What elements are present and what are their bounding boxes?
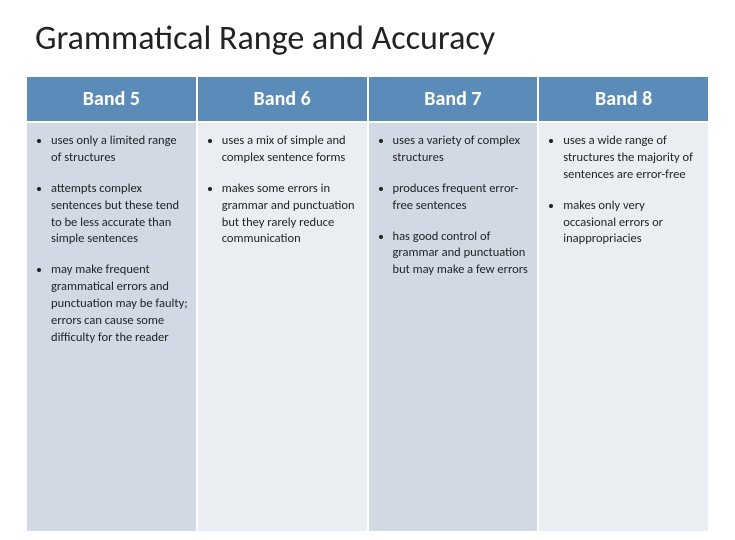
list-item: makes only very occasional errors or ina…	[563, 198, 700, 249]
list-item: uses a wide range of structures the majo…	[563, 133, 700, 184]
list-item: uses only a limited range of structures	[51, 133, 188, 167]
bands-table: Band 5 Band 6 Band 7 Band 8 uses only a …	[25, 75, 710, 533]
list-item: produces frequent error-free sentences	[393, 181, 530, 215]
cell-band5: uses only a limited range of structures …	[26, 122, 197, 532]
table-row: uses only a limited range of structures …	[26, 122, 709, 532]
cell-band6: uses a mix of simple and complex sentenc…	[197, 122, 368, 532]
table-header-row: Band 5 Band 6 Band 7 Band 8	[26, 76, 709, 122]
col-header-band5: Band 5	[26, 76, 197, 122]
page-title: Grammatical Range and Accuracy	[35, 18, 710, 59]
col-header-band7: Band 7	[368, 76, 539, 122]
band8-list: uses a wide range of structures the majo…	[545, 133, 700, 248]
list-item: makes some errors in grammar and punctua…	[222, 181, 359, 249]
list-item: uses a variety of complex structures	[393, 133, 530, 167]
cell-band8: uses a wide range of structures the majo…	[538, 122, 709, 532]
band7-list: uses a variety of complex structures pro…	[375, 133, 530, 279]
list-item: uses a mix of simple and complex sentenc…	[222, 133, 359, 167]
col-header-band8: Band 8	[538, 76, 709, 122]
band6-list: uses a mix of simple and complex sentenc…	[204, 133, 359, 248]
list-item: attempts complex sentences but these ten…	[51, 181, 188, 249]
band5-list: uses only a limited range of structures …	[33, 133, 188, 347]
list-item: has good control of grammar and punctuat…	[393, 229, 530, 280]
col-header-band6: Band 6	[197, 76, 368, 122]
list-item: may make frequent grammatical errors and…	[51, 262, 188, 346]
cell-band7: uses a variety of complex structures pro…	[368, 122, 539, 532]
